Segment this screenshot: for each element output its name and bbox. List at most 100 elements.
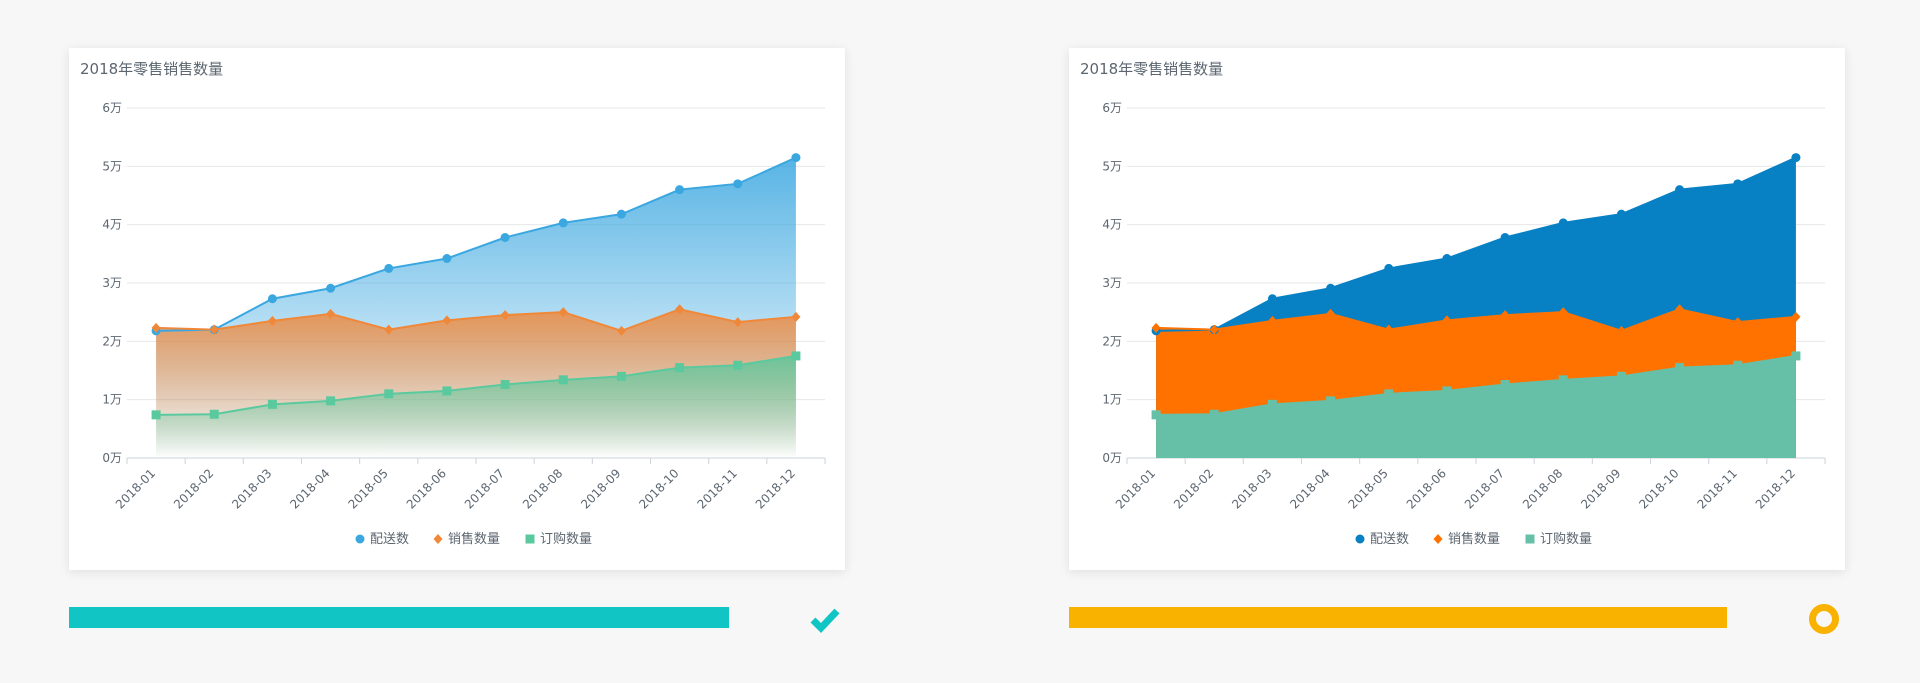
- area-2: [1156, 355, 1796, 458]
- y-tick-label: 4万: [1102, 218, 1122, 232]
- data-point: [1558, 375, 1568, 385]
- data-point: [733, 317, 743, 328]
- y-tick-label: 6万: [1102, 101, 1122, 115]
- series-line: [156, 308, 797, 332]
- chart-card-solid: 2018年零售销售数量 0万 1万 2万 3万 4万 5万 6万 2018-01 2018-02…: [1069, 48, 1845, 570]
- x-tick-label: 2018-08: [1520, 466, 1565, 511]
- chart-title: 2018年零售销售数量: [1080, 60, 1224, 78]
- data-point: [1558, 218, 1568, 228]
- x-tick-label: 2018-11: [1695, 466, 1740, 511]
- data-point: [1384, 324, 1394, 335]
- x-tick-label: 2018-10: [636, 466, 681, 511]
- progress-bar: [1069, 607, 1784, 628]
- series-line: [156, 156, 797, 332]
- data-point: [791, 153, 801, 163]
- x-tick-label: 2018-12: [1753, 466, 1798, 511]
- data-point: [1791, 311, 1801, 322]
- data-point: [1500, 233, 1510, 242]
- x-tick-label: 2018-07: [1462, 466, 1507, 511]
- data-point: [616, 371, 626, 381]
- data-point: [442, 386, 452, 396]
- data-point: [558, 307, 568, 318]
- x-tick-label: 2018-02: [171, 466, 216, 511]
- legend-marker: [525, 534, 535, 544]
- data-point: [791, 351, 801, 361]
- data-point: [442, 254, 452, 263]
- area-chart: 0万 1万 2万 3万 4万 5万 6万 2018-01 2018-02 2018-03 2018-…: [1102, 101, 1826, 547]
- legend-marker: [1355, 534, 1365, 544]
- legend-marker: [433, 534, 443, 544]
- data-point: [209, 324, 219, 335]
- data-point: [1675, 304, 1685, 315]
- legend-label: 配送数: [370, 532, 409, 547]
- ring-icon: [1809, 604, 1839, 634]
- y-tick-label: 0万: [102, 451, 122, 465]
- data-point: [1791, 153, 1801, 163]
- y-tick-label: 1万: [102, 393, 122, 407]
- x-tick-label: 2018-12: [753, 466, 798, 511]
- x-tick-label: 2018-07: [462, 466, 507, 511]
- data-point: [1616, 371, 1626, 381]
- data-point: [1151, 410, 1161, 420]
- y-tick-label: 5万: [102, 159, 122, 173]
- check-icon: [810, 608, 840, 634]
- data-point: [1442, 315, 1452, 326]
- data-point: [1384, 263, 1394, 273]
- data-point: [1442, 386, 1452, 396]
- data-point: [1791, 351, 1801, 361]
- series-line: [156, 354, 797, 416]
- progress-fill: [1069, 607, 1727, 628]
- area-2: [156, 355, 796, 458]
- y-tick-label: 6万: [102, 101, 122, 115]
- data-point: [1675, 185, 1685, 195]
- legend-marker: [355, 534, 365, 544]
- data-point: [267, 399, 277, 409]
- x-tick-label: 2018-01: [1113, 466, 1158, 511]
- x-tick-label: 2018-11: [695, 466, 740, 511]
- data-point: [1558, 307, 1568, 318]
- data-point: [384, 389, 394, 399]
- data-point: [1616, 209, 1626, 219]
- chart-card-gradient: 2018年零售销售数量 0万 1万 2万 3万 4万 5万 6万 2018-01 2018-02…: [69, 48, 845, 570]
- y-tick-label: 0万: [1102, 451, 1122, 465]
- y-tick-label: 2万: [1102, 334, 1122, 348]
- data-point: [1326, 396, 1336, 406]
- data-point: [791, 311, 801, 322]
- x-tick-label: 2018-02: [1171, 466, 1216, 511]
- x-tick-label: 2018-06: [404, 466, 449, 511]
- data-point: [500, 380, 510, 389]
- legend-label: 配送数: [1370, 532, 1409, 547]
- x-tick-label: 2018-09: [1578, 466, 1623, 511]
- data-point: [326, 308, 336, 319]
- data-point: [151, 322, 161, 333]
- data-point: [1384, 389, 1394, 399]
- y-tick-label: 4万: [102, 218, 122, 232]
- data-point: [1267, 294, 1277, 304]
- x-tick-label: 2018-04: [287, 466, 332, 511]
- data-point: [326, 396, 336, 406]
- data-point: [1326, 283, 1336, 293]
- x-tick-label: 2018-08: [520, 466, 565, 511]
- y-tick-label: 5万: [1102, 159, 1122, 173]
- legend-label: 订购数量: [540, 531, 592, 547]
- data-point: [1151, 322, 1161, 333]
- data-point: [267, 315, 277, 326]
- data-point: [733, 360, 743, 370]
- data-point: [384, 324, 394, 335]
- data-point: [500, 310, 510, 321]
- y-tick-label: 2万: [102, 334, 122, 348]
- data-point: [267, 294, 277, 304]
- series-line: [1156, 354, 1797, 416]
- data-point: [733, 179, 743, 189]
- series-line: [1156, 156, 1797, 332]
- data-point: [616, 209, 626, 219]
- legend-marker: [1525, 534, 1535, 544]
- data-point: [442, 315, 452, 326]
- series-line: [1156, 308, 1797, 332]
- data-point: [1733, 179, 1743, 189]
- data-point: [1267, 315, 1277, 326]
- data-point: [675, 363, 685, 373]
- y-tick-label: 3万: [102, 276, 122, 290]
- data-point: [1267, 399, 1277, 409]
- x-tick-label: 2018-10: [1636, 466, 1681, 511]
